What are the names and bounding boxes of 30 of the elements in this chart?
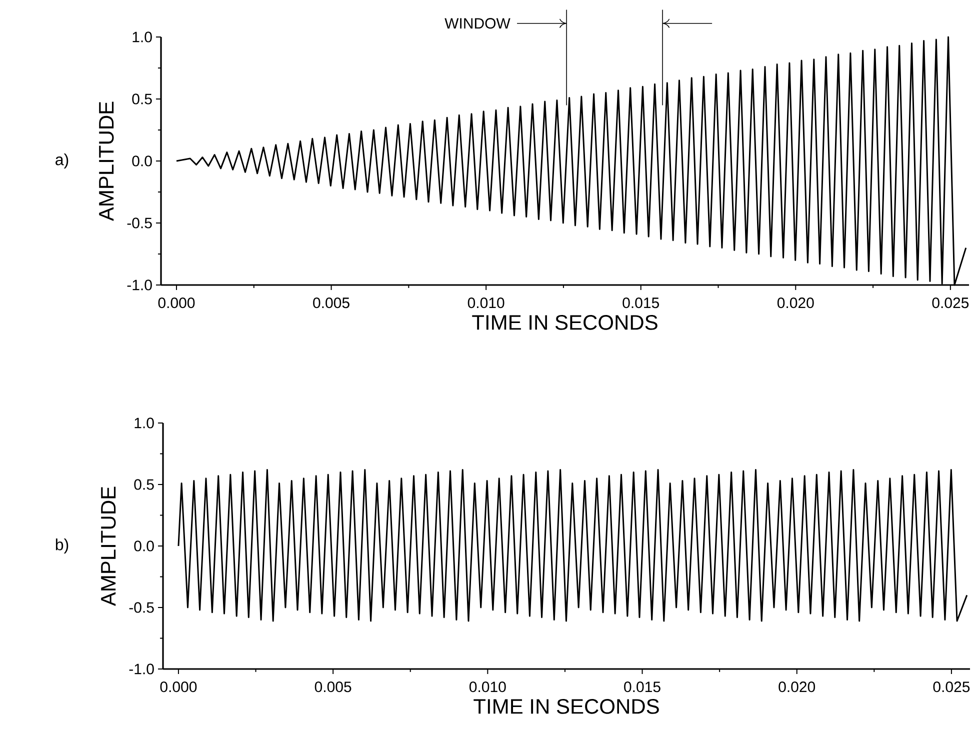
x-tick-label: 0.015 [624,682,660,692]
x-tick-label: 0.025 [932,298,969,308]
y-tick-label: 1.0 [132,32,152,42]
y-axis-title: AMPLITUDE [101,486,116,606]
x-tick-label: 0.015 [622,298,659,308]
y-tick-label: -1.0 [127,280,152,290]
x-axis-title: TIME IN SECONDS [472,315,658,330]
x-tick-label: 0.005 [314,682,352,692]
y-tick-label: -0.5 [129,602,154,613]
x-tick-label: 0.000 [160,682,197,692]
x-tick-label: 0.005 [313,298,350,308]
y-tick-label: 0.0 [134,540,154,552]
y-axis-title: AMPLITUDE [99,102,114,222]
ref-line-label: WINDOW [444,18,510,29]
x-tick-label: 0.000 [158,298,195,308]
x-tick-label: 0.020 [778,682,816,692]
y-tick-label: 1.0 [134,418,154,428]
x-tick-label: 0.010 [469,682,506,692]
y-tick-label: -1.0 [129,664,154,674]
line-series [178,468,968,622]
x-tick-label: 0.010 [468,298,504,308]
x-tick-label: 0.020 [777,298,814,308]
y-tick-label: 0.5 [132,94,152,104]
text: a) [56,154,68,168]
y-tick-label: 0.0 [132,156,152,166]
x-tick-label: 0.025 [933,682,970,692]
text: b) [56,538,68,554]
y-tick-label: -0.5 [127,218,152,228]
y-tick-label: 0.5 [134,479,154,490]
x-axis-title: TIME IN SECONDS [474,699,659,714]
